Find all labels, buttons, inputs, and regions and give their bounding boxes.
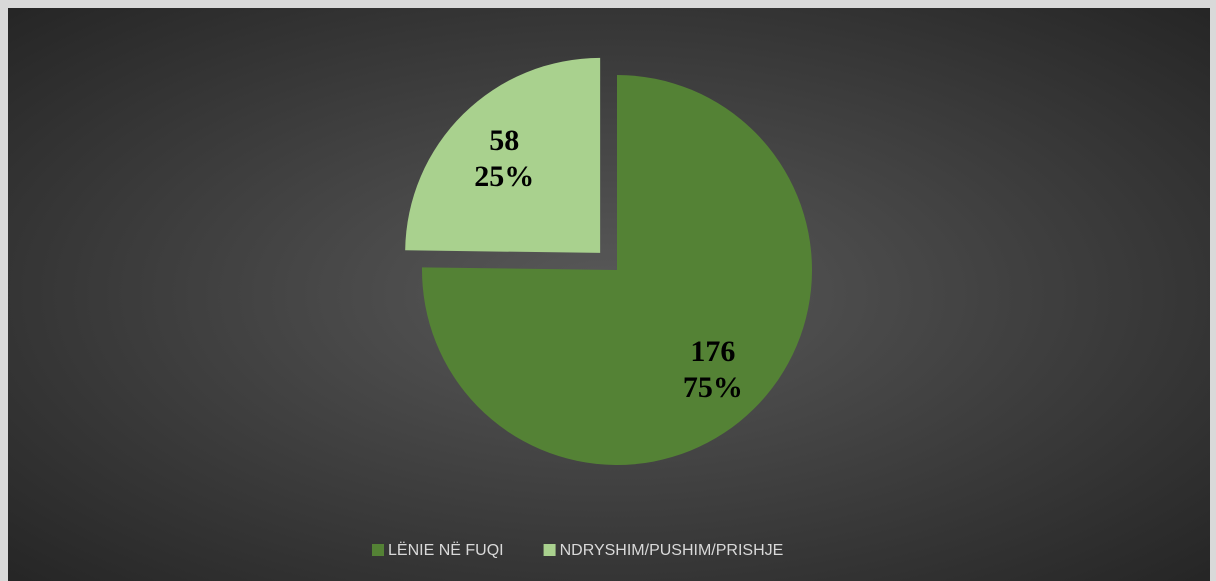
data-label: 176 (690, 335, 735, 368)
data-label: 58 (489, 124, 519, 157)
legend-swatch (543, 544, 556, 556)
pie-slice (405, 57, 601, 253)
legend: LËNIE NË FUQI NDRYSHIM/PUSHIM/PRISHJE (372, 541, 783, 559)
legend-label: NDRYSHIM/PUSHIM/PRISHJE (560, 542, 784, 559)
pie-slice (422, 75, 813, 465)
legend-label: LËNIE NË FUQI (388, 541, 504, 559)
percentage-label: 75% (683, 371, 743, 404)
percentage-label: 25% (474, 160, 534, 193)
legend-swatch (372, 544, 384, 556)
